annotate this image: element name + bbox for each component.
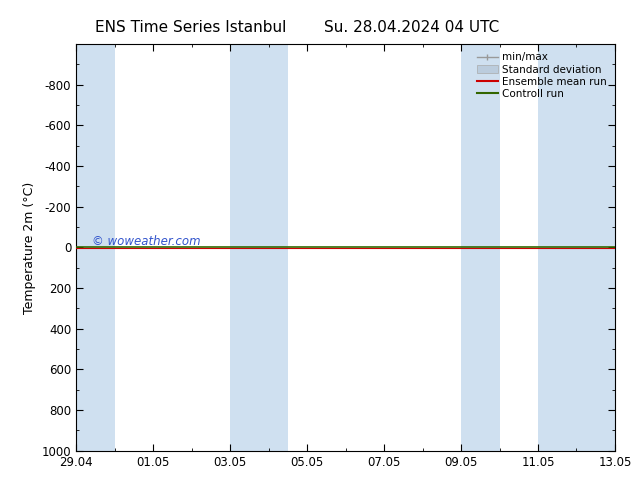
- Bar: [538, 44, 615, 451]
- Bar: [461, 44, 500, 451]
- Bar: [76, 44, 115, 451]
- Legend: min/max, Standard deviation, Ensemble mean run, Controll run: min/max, Standard deviation, Ensemble me…: [474, 49, 610, 102]
- Y-axis label: Temperature 2m (°C): Temperature 2m (°C): [23, 181, 36, 314]
- Text: Su. 28.04.2024 04 UTC: Su. 28.04.2024 04 UTC: [325, 20, 500, 35]
- Text: © woweather.com: © woweather.com: [93, 235, 201, 248]
- Text: ENS Time Series Istanbul: ENS Time Series Istanbul: [94, 20, 286, 35]
- Bar: [230, 44, 288, 451]
